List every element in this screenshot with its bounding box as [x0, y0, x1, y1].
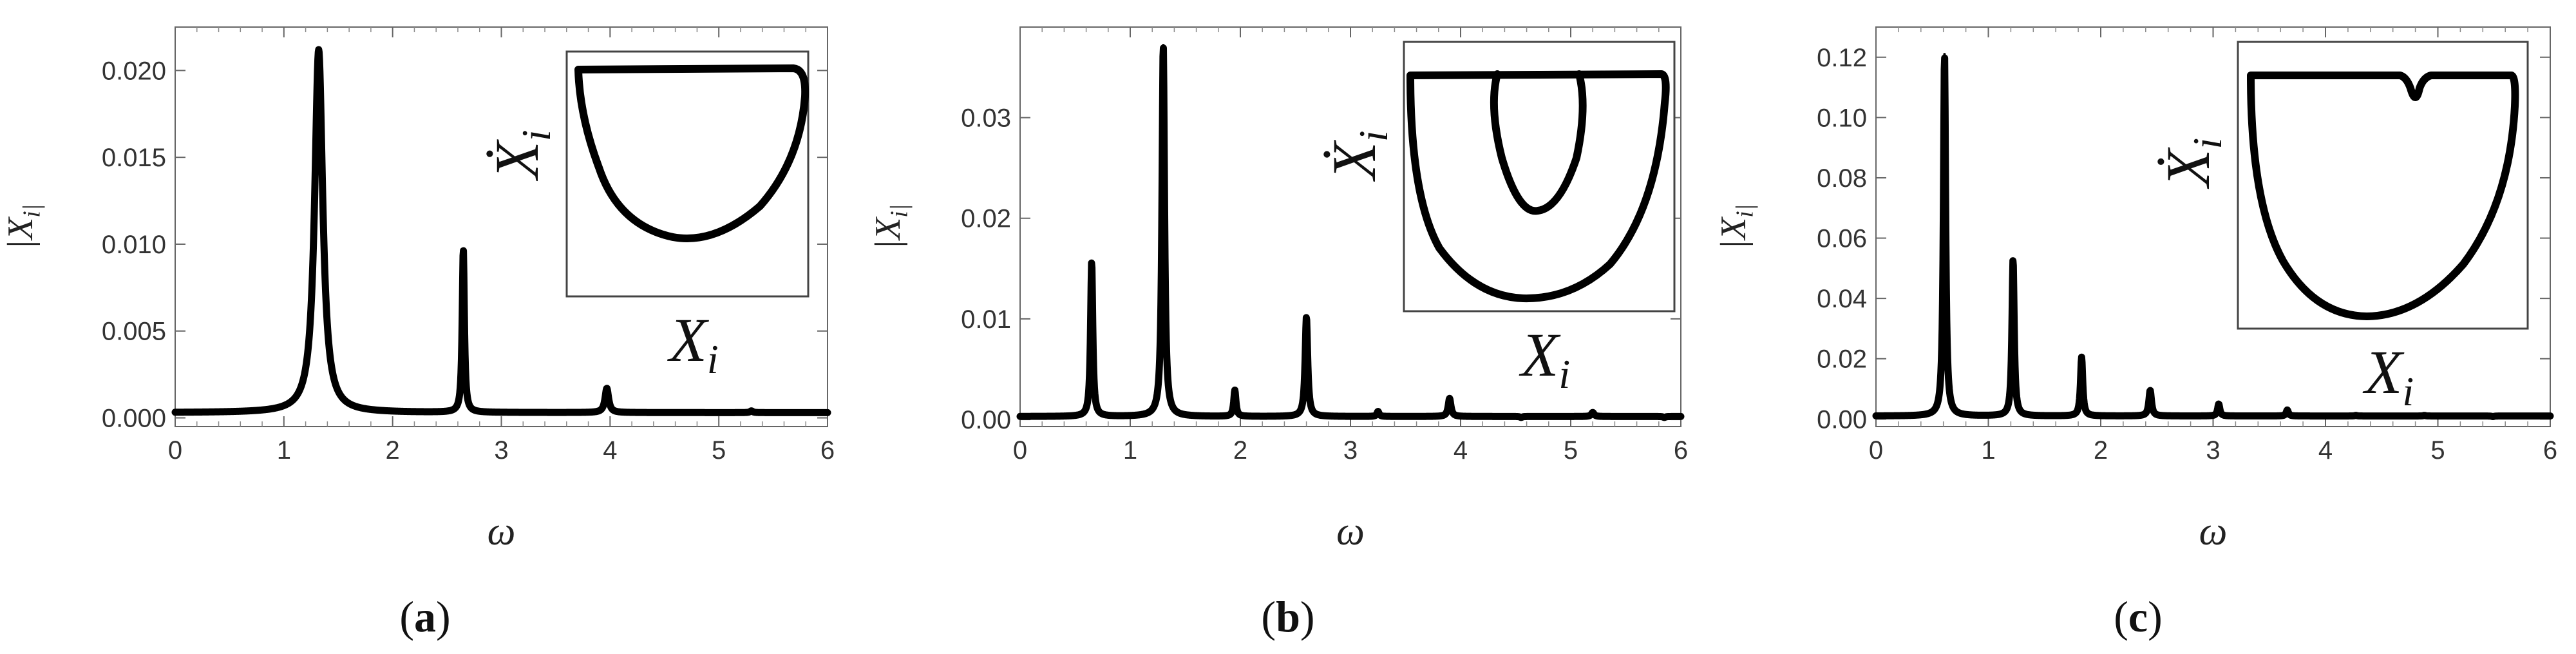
inset-phase-portrait: Xi Ẋi	[1320, 41, 1676, 397]
inset-x-label: Xi	[667, 305, 718, 382]
series-line	[1016, 44, 1685, 421]
x-tick-label: 5	[2430, 436, 2445, 465]
y-tick-label: 0.020	[102, 57, 166, 85]
peak-point	[2217, 402, 2221, 405]
x-tick-label: 4	[1454, 436, 1468, 465]
x-tick-label: 6	[1674, 436, 1688, 465]
peak-point	[605, 387, 609, 390]
y-tick-label: 0.00	[1817, 405, 1867, 434]
y-tick-label: 0.06	[1817, 225, 1867, 253]
x-tick-label: 0	[168, 436, 182, 465]
y-tick-label: 0.04	[1817, 285, 1867, 313]
x-tick-label: 6	[2543, 436, 2557, 465]
panel-label: (b)	[1261, 592, 1314, 641]
peak-point	[1591, 411, 1595, 414]
inset-phase-portrait: Xi Ẋi	[2154, 41, 2529, 414]
peak-point	[2423, 414, 2426, 417]
orbit-curve	[2247, 72, 2519, 320]
y-tick-label: 0.01	[961, 305, 1011, 334]
x-tick-label: 3	[2206, 436, 2220, 465]
x-tick-label: 4	[603, 436, 617, 465]
peak-point	[2492, 415, 2495, 418]
orbit-curve	[1490, 70, 1587, 215]
peak-point	[1663, 416, 1666, 419]
inset-orbit	[1406, 70, 1670, 303]
y-tick-label: 0.10	[1817, 104, 1867, 132]
x-tick-label: 2	[2094, 436, 2108, 465]
y-axis-title: |Xi|	[868, 204, 913, 250]
peak-point	[1233, 389, 1236, 392]
peak-point	[1943, 53, 1946, 56]
y-axis-title: |Xi|	[1, 204, 45, 250]
series-line	[1872, 54, 2554, 421]
y-tick-label: 0.12	[1817, 44, 1867, 72]
x-tick-label: 2	[1233, 436, 1247, 465]
orbit-curve	[574, 64, 810, 242]
series-line	[171, 46, 831, 416]
inset-frame	[1403, 41, 1676, 313]
x-tick-label: 0	[1013, 436, 1027, 465]
peak-point	[2080, 356, 2083, 359]
y-tick-label: 0.010	[102, 231, 166, 259]
x-tick-label: 4	[2318, 436, 2333, 465]
peak-point	[750, 409, 753, 412]
y-tick-label: 0.015	[102, 144, 166, 172]
x-tick-label: 5	[1564, 436, 1578, 465]
y-tick-label: 0.02	[1817, 345, 1867, 374]
inset-phase-portrait: Xi Ẋi	[482, 50, 810, 382]
y-tick-label: 0.03	[961, 104, 1011, 133]
peak-point	[2011, 258, 2014, 261]
inset-x-label: Xi	[2362, 338, 2414, 414]
inset-y-label: Ẋi	[482, 130, 559, 181]
chart-panel-c: 0 1 2 3 4 5 6 0.00 0.02 0.04 0.06 0.08 0.10 0.12 ω |Xi|…	[1714, 26, 2557, 641]
peak-point	[2286, 409, 2289, 412]
x-tick-label: 1	[277, 436, 291, 465]
y-tick-label: 0.000	[102, 405, 166, 433]
peak-point	[1376, 410, 1379, 413]
chart-panel-a: 0 1 2 3 4 5 6 0.000 0.005 0.010 0.015 0.020 ω |Xi| Xi Ẋ…	[1, 26, 835, 641]
x-tick-label: 2	[386, 436, 400, 465]
y-tick-label: 0.00	[961, 406, 1011, 434]
panel-label: (c)	[2114, 592, 2163, 641]
peak-point	[2148, 389, 2152, 392]
x-tick-label: 1	[1981, 436, 1995, 465]
panel-label: (a)	[399, 592, 450, 641]
peak-point	[1162, 44, 1165, 47]
x-axis-title: ω	[2199, 510, 2228, 553]
x-tick-label: 5	[712, 436, 726, 465]
peak-point	[1305, 315, 1308, 318]
x-tick-label: 3	[1343, 436, 1358, 465]
peak-point	[1090, 260, 1094, 263]
y-axis-title: |Xi|	[1714, 204, 1758, 250]
y-tick-label: 0.005	[102, 318, 166, 346]
x-tick-label: 0	[1869, 436, 1883, 465]
inset-y-label: Ẋi	[2154, 138, 2230, 189]
chart-panel-b: 0 1 2 3 4 5 6 0.00 0.01 0.02 0.03 ω |Xi| Xi Ẋi (b)	[868, 26, 1688, 641]
inset-frame	[565, 50, 810, 298]
inset-y-label: Ẋi	[1320, 130, 1396, 182]
y-tick-label: 0.02	[961, 205, 1011, 233]
x-axis-title: ω	[1336, 510, 1365, 553]
inset-orbit	[574, 64, 810, 242]
x-tick-label: 3	[494, 436, 508, 465]
x-axis-title: ω	[488, 510, 516, 553]
peak-point	[1520, 416, 1523, 419]
orbit-curve	[1406, 70, 1670, 303]
inset-x-label: Xi	[1519, 320, 1570, 397]
peak-point	[462, 248, 465, 251]
peak-point	[2354, 414, 2358, 417]
peak-point	[1448, 397, 1451, 400]
peak-point	[317, 48, 320, 52]
x-tick-label: 6	[820, 436, 835, 465]
inset-frame	[2237, 41, 2529, 330]
inset-orbit	[2247, 72, 2519, 320]
x-tick-label: 1	[1123, 436, 1137, 465]
y-tick-label: 0.08	[1817, 164, 1867, 193]
